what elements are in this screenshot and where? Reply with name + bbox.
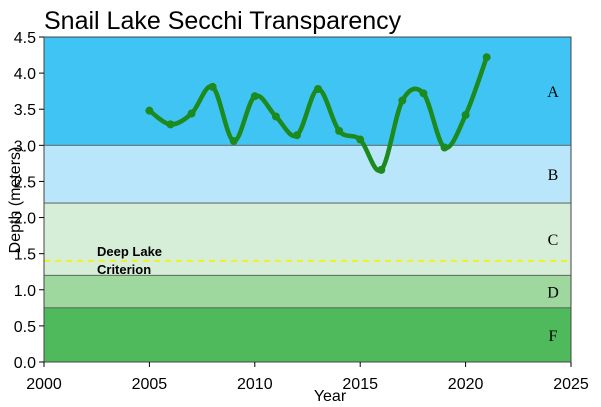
band-label-c: C xyxy=(548,232,559,249)
data-point-2008 xyxy=(208,82,217,91)
data-point-2021 xyxy=(482,53,491,62)
y-tick-label: 3.0 xyxy=(14,138,36,155)
band-a xyxy=(43,36,572,146)
y-tick-label: 3.5 xyxy=(14,102,36,119)
y-tick-label: 4.5 xyxy=(14,30,36,47)
y-tick-label: 1.0 xyxy=(14,283,36,300)
y-tick-label: 4.0 xyxy=(14,66,36,83)
data-point-2010 xyxy=(250,92,259,101)
data-point-2007 xyxy=(187,109,196,118)
data-point-2018 xyxy=(419,89,428,98)
data-point-2005 xyxy=(145,106,154,115)
x-tick-label: 2020 xyxy=(448,376,484,393)
band-label-b: B xyxy=(548,167,559,184)
x-axis-ticks: 2000 2005 2010 2015 2020 2025 xyxy=(26,362,589,393)
y-axis-ticks: 0.0 0.5 1.0 1.5 2.0 2.5 3.0 3.5 4.0 4.5 xyxy=(14,30,44,372)
y-axis-label: Depth (meters) xyxy=(7,147,24,254)
grade-bands xyxy=(43,36,572,363)
x-tick-label: 2010 xyxy=(237,376,273,393)
band-label-a: A xyxy=(547,84,559,101)
data-point-2006 xyxy=(166,120,175,129)
y-tick-label: 0.5 xyxy=(14,319,36,336)
y-tick-label: 2.5 xyxy=(14,174,36,191)
data-point-2011 xyxy=(271,112,280,121)
data-point-2009 xyxy=(229,137,238,145)
band-label-f: F xyxy=(549,328,558,345)
data-point-2016 xyxy=(377,165,386,174)
chart-title: Snail Lake Secchi Transparency xyxy=(44,7,402,35)
x-axis-label: Year xyxy=(314,388,347,405)
band-label-d: D xyxy=(547,285,559,302)
data-point-2013 xyxy=(314,85,323,93)
band-f xyxy=(43,307,572,363)
criterion-label-line1: Deep Lake xyxy=(97,244,162,259)
band-b xyxy=(43,144,572,204)
data-point-2019 xyxy=(440,143,449,152)
x-tick-label: 2025 xyxy=(553,376,589,393)
y-tick-label: 1.5 xyxy=(14,247,36,264)
y-tick-label: 2.0 xyxy=(14,211,36,228)
y-tick-label: 0.0 xyxy=(14,355,36,372)
x-tick-label: 2000 xyxy=(26,376,62,393)
data-point-2014 xyxy=(335,126,344,135)
data-point-2015 xyxy=(356,135,365,144)
band-c xyxy=(43,202,572,276)
plot-frame xyxy=(43,36,572,363)
x-tick-label: 2005 xyxy=(132,376,168,393)
secchi-data-points xyxy=(145,53,491,174)
data-point-2017 xyxy=(398,96,407,105)
data-point-2020 xyxy=(461,111,470,119)
data-point-2012 xyxy=(292,131,301,140)
x-tick-label: 2015 xyxy=(342,376,378,393)
criterion-label-line2: Criterion xyxy=(97,262,151,277)
band-d xyxy=(43,274,572,309)
grade-band-labels: A B C D F xyxy=(547,84,559,345)
